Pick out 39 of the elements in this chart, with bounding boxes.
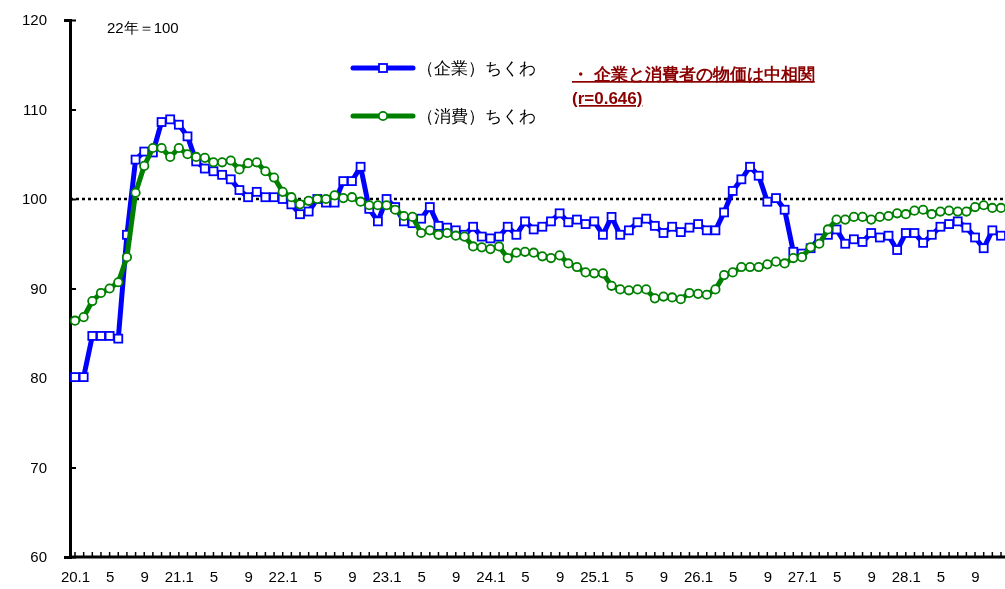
x-tick-label: 5 — [417, 567, 426, 585]
x-tick-label: 20.1 — [60, 567, 91, 585]
x-tick-label: 5 — [832, 567, 842, 585]
x-tick-label: 23.1 — [372, 567, 402, 585]
x-tick-label: 22.1 — [268, 567, 298, 585]
y-tick-label: 60 — [30, 548, 47, 566]
x-tick-label: 5 — [209, 567, 219, 585]
x-tick-label: 9 — [140, 567, 149, 585]
y-tick-label: 90 — [30, 279, 47, 297]
x-tick-label: 5 — [521, 567, 530, 585]
x-tick-label: 9 — [452, 567, 461, 585]
x-tick-label: 27.1 — [787, 567, 818, 585]
x-tick-label: 5 — [936, 567, 946, 585]
x-tick-label: 5 — [625, 567, 634, 585]
x-tick-label: 26.1 — [684, 567, 714, 585]
x-tick-label: 5 — [105, 567, 115, 585]
annotation: ・ 企業と消費者の物価は中相関 — [572, 65, 815, 84]
x-tick-label: 5 — [313, 567, 322, 585]
x-tick-label: 21.1 — [164, 567, 194, 585]
x-tick-label: 9 — [971, 567, 980, 585]
x-tick-label: 9 — [244, 567, 253, 585]
y-tick-label: 100 — [21, 190, 47, 208]
x-tick-label: 9 — [555, 567, 565, 585]
legend-label: （消費）ちくわ — [417, 107, 536, 126]
x-tick-label: 9 — [763, 567, 773, 585]
x-tick-label: 9 — [659, 567, 669, 585]
x-tick-label: 25.1 — [580, 567, 610, 585]
x-tick-label: 24.1 — [476, 567, 506, 585]
x-tick-label: 28.1 — [891, 567, 921, 585]
x-tick-label: 9 — [348, 567, 357, 585]
y-tick-label: 110 — [23, 100, 47, 118]
y-tick-label: 80 — [30, 369, 47, 387]
y-tick-label: 70 — [30, 458, 47, 476]
x-tick-label: 9 — [867, 567, 876, 585]
legend-label: （企業）ちくわ — [417, 59, 536, 78]
annotation: 22年＝100 — [107, 19, 179, 36]
y-tick-label: 120 — [21, 11, 47, 29]
x-tick-label: 5 — [729, 567, 738, 585]
annotation: (r=0.646) — [572, 89, 643, 108]
